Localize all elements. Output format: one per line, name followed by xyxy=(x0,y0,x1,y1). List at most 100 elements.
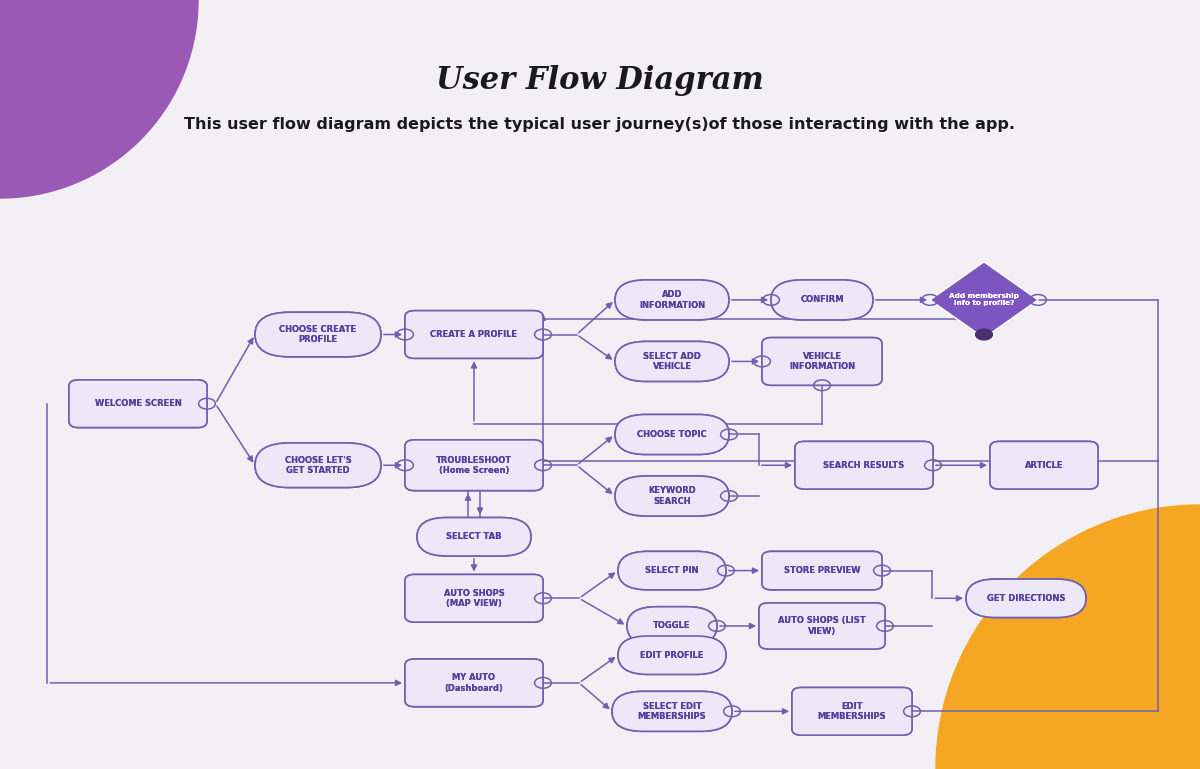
Text: EDIT PROFILE: EDIT PROFILE xyxy=(641,651,703,660)
Text: STORE PREVIEW: STORE PREVIEW xyxy=(784,566,860,575)
FancyBboxPatch shape xyxy=(966,579,1086,618)
FancyBboxPatch shape xyxy=(762,551,882,590)
Text: CHOOSE CREATE
PROFILE: CHOOSE CREATE PROFILE xyxy=(280,325,356,345)
Text: KEYWORD
SEARCH: KEYWORD SEARCH xyxy=(648,486,696,506)
Text: MY AUTO
(Dashboard): MY AUTO (Dashboard) xyxy=(444,673,504,693)
FancyBboxPatch shape xyxy=(762,338,882,385)
FancyBboxPatch shape xyxy=(990,441,1098,489)
FancyBboxPatch shape xyxy=(256,443,382,488)
Text: VEHICLE
INFORMATION: VEHICLE INFORMATION xyxy=(788,351,856,371)
Text: SELECT TAB: SELECT TAB xyxy=(446,532,502,541)
FancyBboxPatch shape xyxy=(762,338,882,385)
Circle shape xyxy=(976,329,992,340)
Text: User Flow Diagram: User Flow Diagram xyxy=(436,65,764,96)
Text: SEARCH RESULTS: SEARCH RESULTS xyxy=(823,461,905,470)
Text: This user flow diagram depicts the typical user journey(s)of those interacting w: This user flow diagram depicts the typic… xyxy=(185,117,1015,132)
Text: GET DIRECTIONS: GET DIRECTIONS xyxy=(986,594,1066,603)
FancyBboxPatch shape xyxy=(616,414,730,454)
FancyBboxPatch shape xyxy=(760,603,886,649)
FancyBboxPatch shape xyxy=(760,603,886,649)
Text: SELECT ADD
VEHICLE: SELECT ADD VEHICLE xyxy=(643,351,701,371)
Text: CREATE A PROFILE: CREATE A PROFILE xyxy=(431,330,517,339)
Text: CHOOSE LET'S
GET STARTED: CHOOSE LET'S GET STARTED xyxy=(284,455,352,475)
FancyBboxPatch shape xyxy=(70,380,208,428)
Text: CONFIRM: CONFIRM xyxy=(800,295,844,305)
FancyBboxPatch shape xyxy=(792,687,912,735)
FancyBboxPatch shape xyxy=(628,607,718,645)
Text: ARTICLE: ARTICLE xyxy=(1025,461,1063,470)
Polygon shape xyxy=(930,261,1038,338)
FancyBboxPatch shape xyxy=(618,636,726,674)
FancyBboxPatch shape xyxy=(616,341,730,381)
FancyBboxPatch shape xyxy=(796,441,934,489)
FancyBboxPatch shape xyxy=(616,341,730,381)
Text: SELECT EDIT
MEMBERSHIPS: SELECT EDIT MEMBERSHIPS xyxy=(637,701,707,721)
Text: VEHICLE
INFORMATION: VEHICLE INFORMATION xyxy=(788,351,856,371)
Text: AUTO SHOPS (LIST
VIEW): AUTO SHOPS (LIST VIEW) xyxy=(778,616,866,636)
FancyBboxPatch shape xyxy=(256,312,382,357)
Text: AUTO SHOPS
(MAP VIEW): AUTO SHOPS (MAP VIEW) xyxy=(444,588,504,608)
FancyBboxPatch shape xyxy=(70,380,208,428)
FancyBboxPatch shape xyxy=(406,659,542,707)
Text: CHOOSE TOPIC: CHOOSE TOPIC xyxy=(637,430,707,439)
FancyBboxPatch shape xyxy=(612,691,732,731)
Polygon shape xyxy=(930,261,1038,338)
FancyBboxPatch shape xyxy=(618,551,726,590)
Text: SEARCH RESULTS: SEARCH RESULTS xyxy=(823,461,905,470)
Text: EDIT
MEMBERSHIPS: EDIT MEMBERSHIPS xyxy=(817,701,887,721)
Text: Add membership
info to profile?: Add membership info to profile? xyxy=(949,294,1019,306)
Text: Add membership
info to profile?: Add membership info to profile? xyxy=(949,294,1019,306)
Text: TOGGLE: TOGGLE xyxy=(653,621,691,631)
FancyBboxPatch shape xyxy=(990,441,1098,489)
FancyBboxPatch shape xyxy=(762,551,882,590)
FancyBboxPatch shape xyxy=(772,280,874,320)
Text: TROUBLESHOOT
(Home Screen): TROUBLESHOOT (Home Screen) xyxy=(436,455,512,475)
FancyBboxPatch shape xyxy=(796,441,934,489)
FancyBboxPatch shape xyxy=(628,607,718,645)
FancyBboxPatch shape xyxy=(616,476,730,516)
Text: TOGGLE: TOGGLE xyxy=(653,621,691,631)
FancyBboxPatch shape xyxy=(966,579,1086,618)
FancyBboxPatch shape xyxy=(612,691,732,731)
Text: AUTO SHOPS (LIST
VIEW): AUTO SHOPS (LIST VIEW) xyxy=(778,616,866,636)
FancyBboxPatch shape xyxy=(772,280,874,320)
Text: AUTO SHOPS
(MAP VIEW): AUTO SHOPS (MAP VIEW) xyxy=(444,588,504,608)
FancyBboxPatch shape xyxy=(418,518,530,556)
Text: WELCOME SCREEN: WELCOME SCREEN xyxy=(95,399,181,408)
FancyBboxPatch shape xyxy=(618,551,726,590)
Text: MY AUTO
(Dashboard): MY AUTO (Dashboard) xyxy=(444,673,504,693)
FancyBboxPatch shape xyxy=(406,574,542,622)
FancyBboxPatch shape xyxy=(406,440,542,491)
FancyBboxPatch shape xyxy=(256,312,382,357)
Text: SELECT ADD
VEHICLE: SELECT ADD VEHICLE xyxy=(643,351,701,371)
FancyBboxPatch shape xyxy=(406,659,542,707)
Text: SELECT EDIT
MEMBERSHIPS: SELECT EDIT MEMBERSHIPS xyxy=(637,701,707,721)
FancyBboxPatch shape xyxy=(418,518,530,556)
FancyBboxPatch shape xyxy=(256,443,382,488)
Text: TROUBLESHOOT
(Home Screen): TROUBLESHOOT (Home Screen) xyxy=(436,455,512,475)
Text: EDIT
MEMBERSHIPS: EDIT MEMBERSHIPS xyxy=(817,701,887,721)
Text: CHOOSE CREATE
PROFILE: CHOOSE CREATE PROFILE xyxy=(280,325,356,345)
Text: SELECT PIN: SELECT PIN xyxy=(646,566,698,575)
Text: CHOOSE LET'S
GET STARTED: CHOOSE LET'S GET STARTED xyxy=(284,455,352,475)
FancyBboxPatch shape xyxy=(406,311,542,358)
Text: ARTICLE: ARTICLE xyxy=(1025,461,1063,470)
Text: WELCOME SCREEN: WELCOME SCREEN xyxy=(95,399,181,408)
FancyBboxPatch shape xyxy=(616,414,730,454)
Text: CREATE A PROFILE: CREATE A PROFILE xyxy=(431,330,517,339)
Text: KEYWORD
SEARCH: KEYWORD SEARCH xyxy=(648,486,696,506)
FancyBboxPatch shape xyxy=(616,280,730,320)
FancyBboxPatch shape xyxy=(792,687,912,735)
Text: GET DIRECTIONS: GET DIRECTIONS xyxy=(986,594,1066,603)
FancyBboxPatch shape xyxy=(618,636,726,674)
Text: EDIT PROFILE: EDIT PROFILE xyxy=(641,651,703,660)
Text: CONFIRM: CONFIRM xyxy=(800,295,844,305)
FancyBboxPatch shape xyxy=(406,440,542,491)
Text: STORE PREVIEW: STORE PREVIEW xyxy=(784,566,860,575)
Polygon shape xyxy=(0,0,198,198)
FancyBboxPatch shape xyxy=(406,311,542,358)
Text: ADD
INFORMATION: ADD INFORMATION xyxy=(638,290,706,310)
Text: ADD
INFORMATION: ADD INFORMATION xyxy=(638,290,706,310)
Text: CHOOSE TOPIC: CHOOSE TOPIC xyxy=(637,430,707,439)
Polygon shape xyxy=(936,505,1200,769)
